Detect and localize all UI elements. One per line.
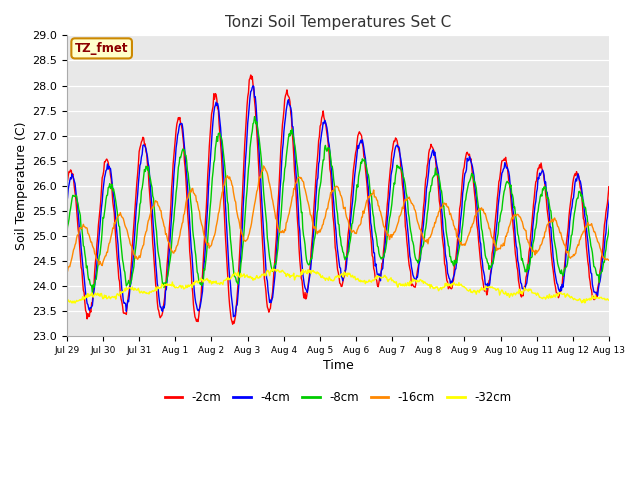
- -32cm: [269, 265, 276, 271]
- -2cm: [289, 139, 297, 145]
- -4cm: [268, 300, 275, 305]
- -8cm: [251, 114, 259, 120]
- -8cm: [88, 290, 96, 296]
- -32cm: [237, 270, 244, 276]
- -32cm: [289, 273, 296, 278]
- Y-axis label: Soil Temperature (C): Soil Temperature (C): [15, 121, 28, 250]
- Legend: -2cm, -4cm, -8cm, -16cm, -32cm: -2cm, -4cm, -8cm, -16cm, -32cm: [160, 386, 516, 409]
- -2cm: [238, 205, 246, 211]
- -8cm: [450, 263, 458, 269]
- -4cm: [450, 274, 458, 279]
- -4cm: [417, 243, 425, 249]
- -16cm: [417, 227, 424, 232]
- -2cm: [450, 276, 458, 282]
- -2cm: [229, 322, 237, 327]
- -2cm: [63, 179, 70, 185]
- X-axis label: Time: Time: [323, 360, 353, 372]
- -16cm: [266, 185, 274, 191]
- -32cm: [131, 286, 138, 291]
- -8cm: [417, 249, 425, 254]
- -4cm: [238, 233, 246, 239]
- -4cm: [289, 124, 297, 130]
- -4cm: [63, 201, 70, 206]
- Line: -32cm: -32cm: [67, 268, 640, 306]
- -2cm: [131, 210, 138, 216]
- -2cm: [268, 299, 275, 304]
- -8cm: [289, 132, 297, 137]
- -32cm: [449, 282, 457, 288]
- -32cm: [417, 276, 424, 282]
- -4cm: [131, 233, 138, 239]
- Title: Tonzi Soil Temperatures Set C: Tonzi Soil Temperatures Set C: [225, 15, 451, 30]
- -16cm: [63, 269, 70, 275]
- -2cm: [247, 72, 255, 78]
- -4cm: [230, 314, 237, 320]
- -8cm: [63, 232, 70, 238]
- Text: TZ_fmet: TZ_fmet: [75, 42, 129, 55]
- Line: -4cm: -4cm: [67, 86, 640, 317]
- -32cm: [63, 298, 70, 304]
- -16cm: [260, 163, 268, 169]
- -16cm: [237, 227, 244, 233]
- -8cm: [268, 264, 275, 269]
- -32cm: [612, 303, 620, 309]
- -4cm: [249, 83, 257, 89]
- -8cm: [132, 247, 140, 253]
- -16cm: [131, 252, 138, 258]
- -16cm: [449, 217, 457, 223]
- Line: -16cm: -16cm: [67, 166, 640, 272]
- -2cm: [417, 232, 425, 238]
- -8cm: [238, 255, 246, 261]
- -16cm: [289, 194, 296, 200]
- Line: -8cm: -8cm: [67, 117, 640, 293]
- Line: -2cm: -2cm: [67, 75, 640, 324]
- -32cm: [266, 273, 273, 278]
